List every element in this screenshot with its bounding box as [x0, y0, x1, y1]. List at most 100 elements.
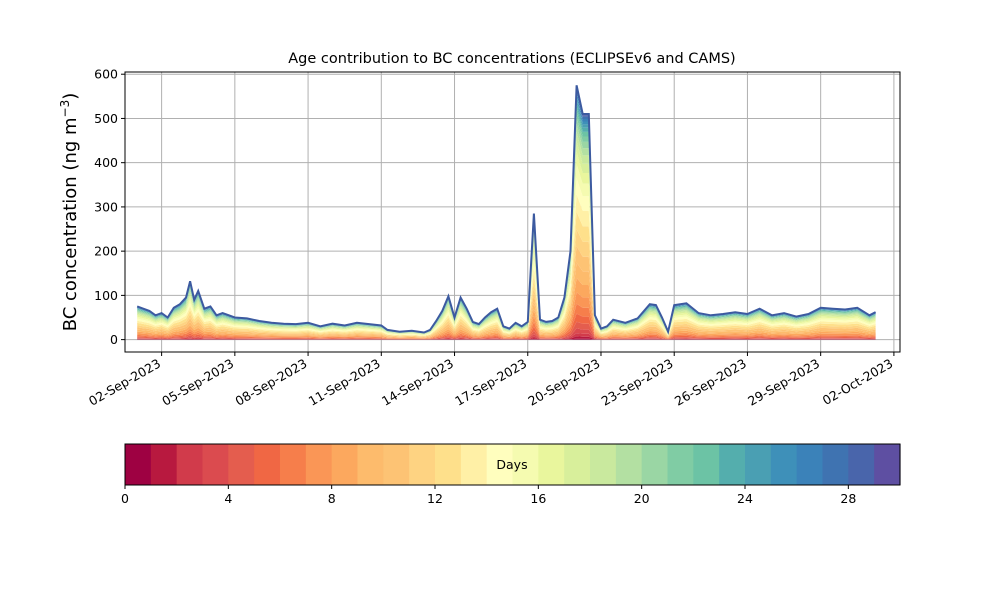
chart-title: Age contribution to BC concentrations (E…: [288, 51, 735, 67]
age-band-day-15: [137, 164, 876, 336]
colorbar-cell-17: [564, 444, 591, 485]
stacked-age-bands: [137, 85, 876, 340]
age-band-day-18: [137, 131, 876, 335]
colorbar-cell-20: [641, 444, 669, 485]
colorbar-cell-7: [305, 444, 333, 485]
colorbar-cell-24: [745, 444, 772, 485]
age-band-day-13: [137, 194, 876, 337]
x-tick-label: 20-Sep-2023: [525, 356, 602, 409]
colorbar-cell-10: [383, 444, 410, 485]
age-band-day-4: [137, 321, 876, 340]
colorbar-cell-15: [512, 444, 539, 485]
x-tick-label: 26-Sep-2023: [672, 356, 749, 409]
age-band-day-21: [137, 110, 876, 334]
age-band-day-22: [137, 105, 876, 334]
age-band-day-11: [137, 229, 876, 337]
x-tick-label: 17-Sep-2023: [452, 356, 529, 409]
age-band-day-23: [137, 100, 876, 334]
age-band-day-27: [137, 88, 876, 333]
colorbar-tick-label: 24: [737, 491, 753, 506]
colorbar-tick-label: 8: [328, 491, 336, 506]
age-band-day-26: [137, 90, 876, 333]
colorbar-cell-27: [822, 444, 849, 485]
colorbar-tick-label: 12: [427, 491, 443, 506]
x-tick-label: 29-Sep-2023: [745, 356, 822, 409]
y-axis-label-exponent: −3: [58, 100, 72, 118]
colorbar-label: Days: [496, 457, 527, 472]
colorbar-cell-23: [719, 444, 746, 485]
colorbar-cell-14: [486, 444, 514, 485]
colorbar-cell-12: [435, 444, 462, 485]
x-tick-label: 02-Sep-2023: [86, 356, 163, 409]
colorbar-cell-1: [150, 444, 178, 485]
age-band-day-6: [137, 303, 876, 339]
colorbar-cell-9: [357, 444, 384, 485]
colorbar-cell-5: [254, 444, 281, 485]
colorbar-tick-label: 4: [224, 491, 232, 506]
age-band-day-1: [137, 336, 876, 340]
age-band-day-3: [137, 328, 876, 340]
colorbar-frame: [124, 443, 901, 486]
colorbar-cell-13: [460, 444, 488, 485]
y-tick-label: 100: [94, 288, 118, 303]
age-band-day-7: [137, 292, 876, 339]
total-concentration-line: [136, 85, 877, 335]
colorbar-cells: [125, 444, 901, 485]
y-tick-label: 0: [110, 332, 118, 347]
age-band-day-20: [137, 116, 876, 334]
colorbar-tick-label: 20: [634, 491, 650, 506]
colorbar-cell-22: [693, 444, 720, 485]
x-tick-label: 23-Sep-2023: [599, 356, 676, 409]
age-band-day-19: [137, 123, 876, 334]
y-axis: 0 100 200 300 400 500 600: [94, 67, 125, 347]
colorbar: Days 0 4 8 12 16 20 24 28: [121, 443, 901, 506]
x-tick-label: 14-Sep-2023: [379, 356, 456, 409]
age-band-day-9: [137, 262, 876, 338]
colorbar-tick-label: 28: [840, 491, 856, 506]
age-band-day-10: [137, 246, 876, 338]
colorbar-tick-label: 0: [121, 491, 129, 506]
age-band-day-16: [137, 151, 876, 335]
x-tick-label: 05-Sep-2023: [159, 356, 236, 409]
x-tick-label: 11-Sep-2023: [306, 356, 383, 409]
colorbar-cell-25: [770, 444, 798, 485]
colorbar-cell-16: [538, 444, 565, 485]
age-band-day-12: [137, 211, 876, 337]
age-band-day-0: [137, 338, 876, 340]
y-tick-label: 200: [94, 244, 118, 259]
age-band-day-2: [137, 333, 876, 340]
y-tick-label: 400: [94, 155, 118, 170]
age-band-day-25: [137, 93, 876, 333]
colorbar-cell-19: [615, 444, 643, 485]
colorbar-ticks: 0 4 8 12 16 20 24 28: [121, 485, 856, 506]
colorbar-cell-3: [202, 444, 229, 485]
age-band-day-17: [137, 141, 876, 335]
colorbar-cell-21: [667, 444, 694, 485]
colorbar-tick-label: 16: [530, 491, 546, 506]
colorbar-cell-11: [409, 444, 436, 485]
x-tick-label: 08-Sep-2023: [233, 356, 310, 409]
colorbar-cell-28: [848, 444, 875, 485]
age-band-day-8: [137, 278, 876, 339]
y-tick-label: 300: [94, 199, 118, 214]
colorbar-cell-6: [280, 444, 307, 485]
age-band-day-14: [137, 178, 876, 336]
age-band-day-5: [137, 313, 876, 340]
y-grid: [125, 73, 900, 341]
colorbar-cell-4: [228, 444, 255, 485]
y-axis-label-close: ): [60, 93, 81, 100]
y-tick-label: 500: [94, 111, 118, 126]
y-axis-label-main: BC concentration (ng m: [60, 117, 81, 331]
colorbar-cell-26: [796, 444, 824, 485]
colorbar-cell-0: [125, 444, 152, 485]
y-axis-label: BC concentration (ng m−3): [58, 93, 81, 332]
x-axis: 02-Sep-202305-Sep-202308-Sep-202311-Sep-…: [86, 352, 895, 409]
colorbar-cell-2: [176, 444, 204, 485]
colorbar-cell-29: [874, 444, 901, 485]
colorbar-cell-8: [331, 444, 359, 485]
colorbar-cell-18: [590, 444, 617, 485]
plot-frame: [124, 71, 901, 353]
y-tick-label: 600: [94, 67, 118, 82]
age-band-day-24: [137, 97, 876, 333]
